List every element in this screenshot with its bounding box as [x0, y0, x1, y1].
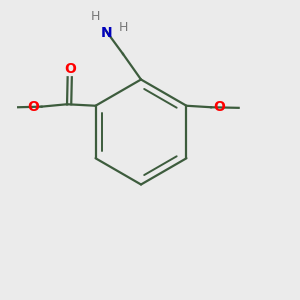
Text: O: O: [64, 62, 76, 76]
Text: H: H: [90, 10, 100, 23]
Text: O: O: [213, 100, 225, 114]
Text: O: O: [27, 100, 39, 114]
Text: H: H: [118, 21, 128, 34]
Text: N: N: [101, 26, 112, 40]
